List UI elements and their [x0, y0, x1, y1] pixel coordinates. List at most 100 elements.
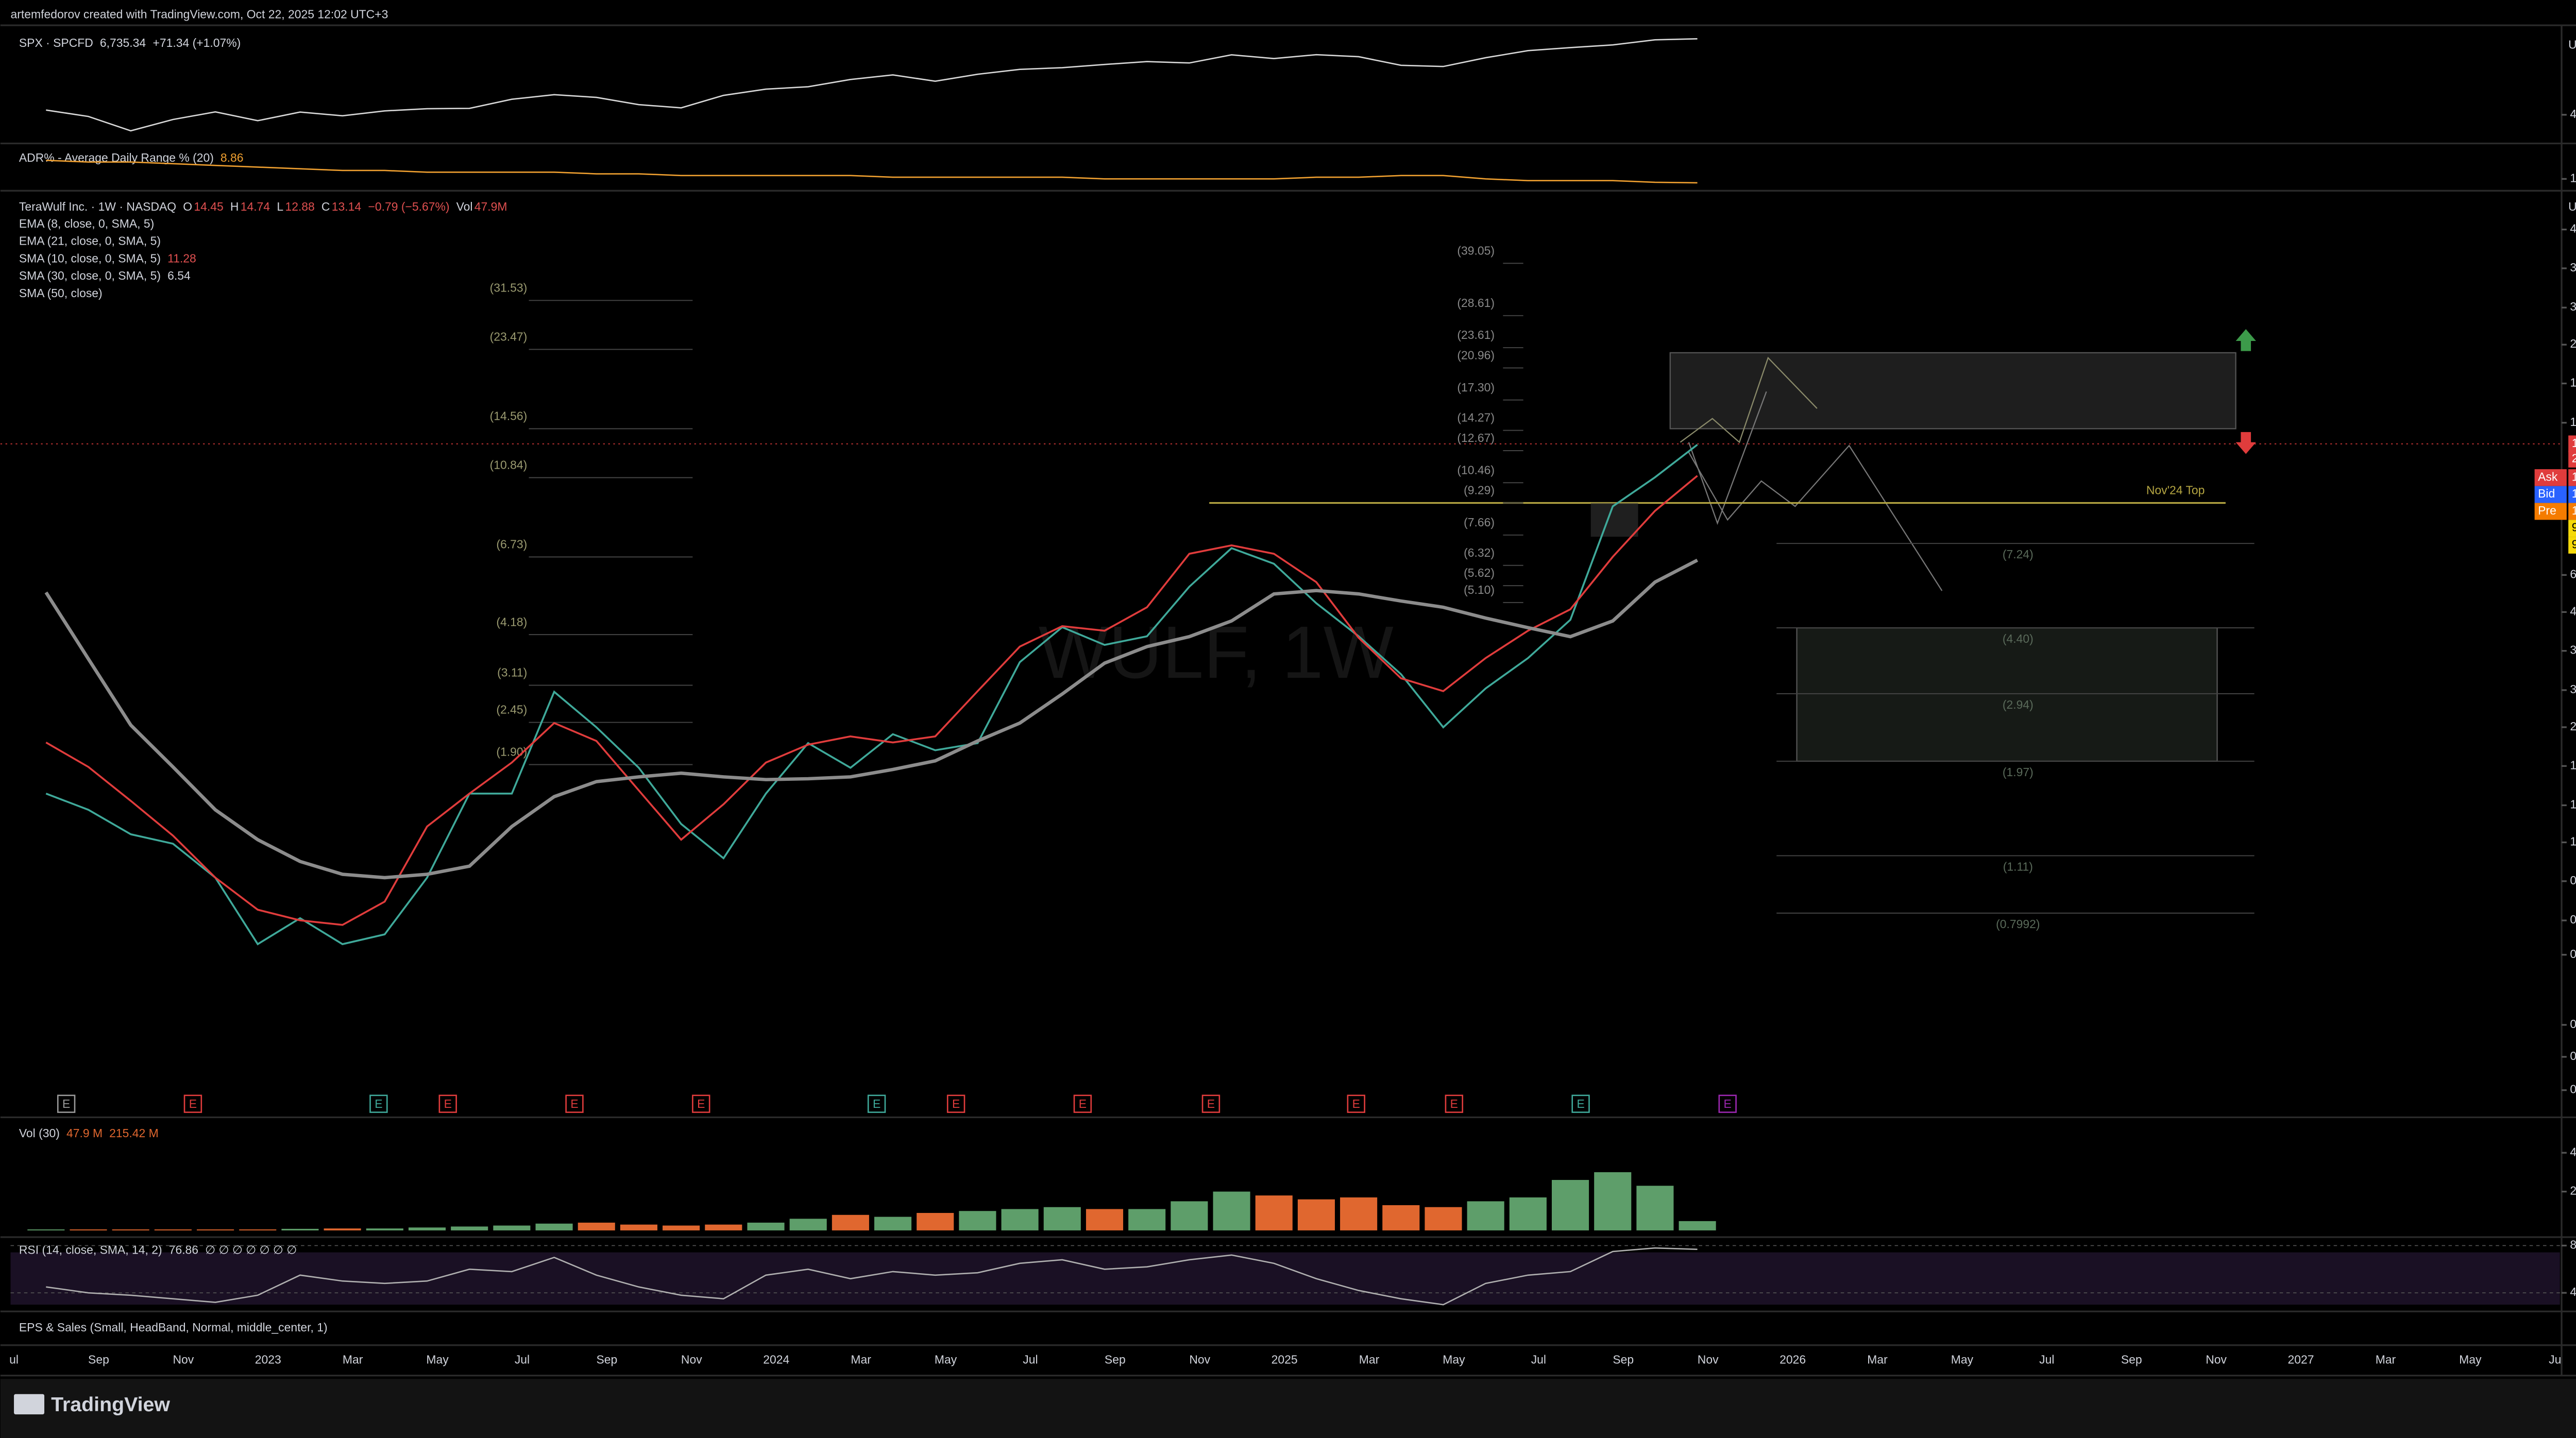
volume-bar	[1255, 1195, 1293, 1230]
watermark: WULF, 1W	[1039, 610, 1394, 694]
price-tag	[2568, 537, 2576, 554]
y-tick-label: 0.9500	[2570, 874, 2576, 887]
volume-bar	[1552, 1179, 1589, 1230]
fib-label: (31.53)	[490, 281, 528, 294]
volume-bar	[959, 1211, 996, 1230]
volume-bar	[832, 1214, 869, 1230]
legend-value: 76.86	[169, 1243, 198, 1256]
x-tick-label: Mar	[851, 1353, 871, 1366]
ohlc-value: 14.45	[194, 200, 223, 213]
volume-bar	[324, 1228, 361, 1230]
price-tag-key	[2534, 503, 2567, 520]
ohlc-value: 12.88	[285, 200, 314, 213]
legend-extra: ∅ ∅ ∅ ∅ ∅ ∅ ∅	[205, 1243, 297, 1256]
volume-bar	[1340, 1197, 1378, 1230]
up-arrow	[2235, 329, 2256, 351]
earnings-marker	[1201, 1094, 1221, 1113]
x-tick-label: 2023	[255, 1353, 281, 1366]
y-tick-label: 30.00	[2570, 300, 2576, 313]
y-tick-label: 1.20	[2570, 835, 2576, 848]
earnings-label: E	[1352, 1097, 1360, 1110]
volume-bar	[1297, 1199, 1335, 1230]
fib-label: (7.66)	[1464, 516, 1495, 529]
annotation: Nov'24 Top	[2146, 484, 2205, 497]
drawings	[0, 329, 2562, 762]
volume-bar	[578, 1222, 615, 1230]
indicator-legend: EMA (8, close, 0, SMA, 5)	[19, 217, 154, 230]
x-tick-label: May	[1951, 1353, 1974, 1366]
y-tick-label: 6.00	[2570, 567, 2576, 580]
indicator-value: 11.28	[167, 251, 196, 265]
fib-label: (1.97)	[2003, 765, 2033, 779]
legend: SPX · SPCFD	[19, 36, 93, 49]
currency: USD	[2568, 200, 2576, 213]
ohlc-key: H	[230, 200, 239, 213]
fib-label: (20.96)	[1457, 349, 1495, 362]
x-tick-label: Sep	[88, 1353, 109, 1366]
price-tag-key: Ask	[2538, 470, 2558, 483]
earnings-label: E	[1079, 1097, 1087, 1110]
volume-bar	[1425, 1207, 1462, 1230]
x-tick-label: 2027	[2288, 1353, 2314, 1366]
y-tick-label: 10.00	[2570, 171, 2576, 184]
volume-bar	[1213, 1191, 1250, 1230]
x-tick-label: Jul	[1023, 1353, 1038, 1366]
volume-bar	[747, 1222, 785, 1230]
y-tick-label: 0.6100	[2570, 947, 2576, 961]
header: artemfedorov created with TradingView.co…	[10, 8, 388, 21]
volume-bar	[197, 1229, 234, 1230]
earnings-label: E	[952, 1097, 960, 1110]
earnings-label: E	[62, 1097, 70, 1110]
volume-bar	[1679, 1221, 1716, 1230]
volume-bar	[1467, 1201, 1504, 1230]
x-tick-label: 2026	[1780, 1353, 1806, 1366]
x-tick-label: Sep	[1105, 1353, 1126, 1366]
indicator-legend: SMA (50, close)	[19, 286, 103, 300]
indicator-legend: EMA (21, close, 0, SMA, 5)	[19, 234, 161, 248]
price-tag-label: 9.28	[2572, 521, 2576, 534]
indicator-legend: SMA (30, close, 0, SMA, 5)	[19, 269, 161, 282]
y-tick-label: 19.00	[2570, 376, 2576, 389]
ohlc-key: O	[183, 200, 192, 213]
indicator-value: 6.54	[167, 269, 191, 282]
y-tick-label: 200 M	[2570, 1184, 2576, 1197]
fib-label: (6.32)	[1464, 546, 1495, 559]
y-tick-label: 15.00	[2570, 415, 2576, 429]
x-tick-label: May	[1443, 1353, 1465, 1366]
series-line	[46, 160, 1698, 184]
volume-bar	[493, 1225, 531, 1230]
y-tick-label: 1.50	[2570, 798, 2576, 811]
x-tick-label: Jul	[515, 1353, 530, 1366]
volume-bar	[1382, 1205, 1420, 1230]
earnings-marker	[438, 1094, 457, 1113]
price-tag-key	[2534, 486, 2567, 503]
earnings-label: E	[1577, 1097, 1584, 1110]
target-box	[1669, 352, 2236, 430]
price-tag	[2568, 469, 2576, 486]
volume-bar	[1636, 1186, 1674, 1230]
earnings-marker	[57, 1094, 76, 1113]
x-tick-label: May	[935, 1353, 957, 1366]
earnings-label: E	[873, 1097, 880, 1110]
support-box	[1796, 627, 2218, 762]
price-tag-key: Bid	[2538, 487, 2555, 500]
earnings-label: E	[375, 1097, 382, 1110]
x-tick-label: Nov	[2206, 1353, 2227, 1366]
series-line	[45, 475, 1698, 926]
fib-label: (2.45)	[496, 703, 527, 716]
y-tick-label: 48.00	[2570, 222, 2576, 235]
x-tick-label: 2024	[763, 1353, 789, 1366]
currency: USD	[2568, 38, 2576, 52]
price-tag-label: 13.14	[2572, 436, 2576, 450]
y-tick-label: 0.2700	[2570, 1083, 2576, 1096]
earnings-marker	[1347, 1094, 1365, 1113]
price-tag	[2568, 435, 2576, 453]
volume-bar	[705, 1224, 742, 1230]
x-tick-label: Nov	[173, 1353, 194, 1366]
series-line	[45, 444, 1698, 946]
earnings-marker	[183, 1094, 202, 1113]
volume-bar	[1043, 1207, 1081, 1230]
fib-label: (5.10)	[1464, 583, 1495, 596]
volume-bar	[408, 1227, 446, 1230]
